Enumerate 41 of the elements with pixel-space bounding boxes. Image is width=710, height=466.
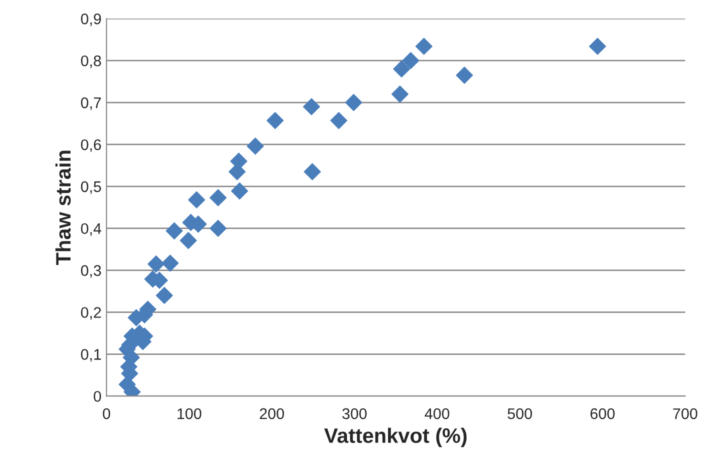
point	[415, 38, 432, 55]
point	[156, 286, 173, 304]
y-tick-label: 0,1	[81, 349, 101, 362]
x-tick-label: 300	[342, 408, 367, 420]
point	[393, 60, 410, 78]
x-tick-label: 400	[424, 408, 450, 420]
point	[588, 38, 606, 55]
y-tick-label: 0,4	[81, 223, 102, 236]
x-axis-title: Vattenkvot (%)	[324, 428, 467, 448]
point	[231, 182, 248, 200]
y-tick-label: 0,2	[81, 307, 101, 320]
y-tick-label: 0	[94, 390, 102, 402]
point	[330, 112, 348, 130]
point	[266, 112, 284, 130]
point	[162, 254, 179, 272]
point	[180, 232, 197, 250]
y-tick-label: 0,3	[81, 265, 101, 278]
y-tick-label: 0,5	[81, 181, 101, 194]
x-tick-label: 0	[102, 408, 110, 420]
point	[148, 255, 165, 273]
y-tick-label: 0,6	[81, 139, 101, 152]
x-tick-label: 500	[508, 408, 532, 420]
x-tick-label: 100	[178, 408, 202, 420]
point	[210, 220, 227, 237]
point	[345, 94, 362, 112]
y-tick-label: 0,8	[81, 55, 101, 68]
point	[391, 86, 409, 103]
point	[246, 138, 264, 155]
point	[456, 66, 474, 84]
x-tick-label: 200	[260, 408, 284, 420]
x-tick-label: 700	[673, 408, 698, 420]
point	[402, 52, 420, 70]
point	[188, 191, 206, 208]
x-tick-label: 600	[590, 408, 615, 420]
point	[304, 163, 321, 180]
point	[166, 222, 183, 240]
y-tick-label: 0,9	[81, 14, 101, 26]
point	[302, 98, 320, 116]
point	[210, 189, 227, 206]
y-axis-title: Thaw strain	[55, 150, 71, 266]
y-tick-label: 0,7	[81, 97, 101, 110]
